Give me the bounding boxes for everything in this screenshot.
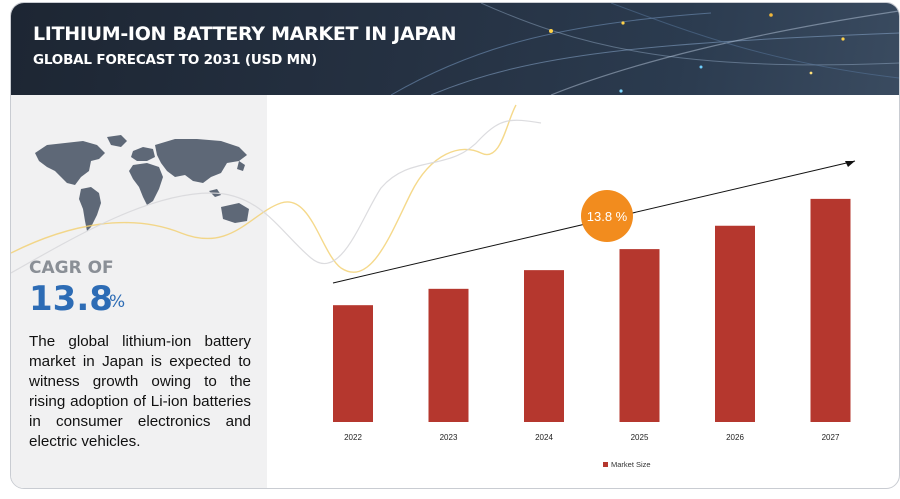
bar-2025	[619, 249, 660, 422]
legend-swatch	[603, 462, 608, 467]
trend-arrowhead-icon	[845, 161, 855, 167]
cagr-badge	[581, 190, 633, 242]
cagr-badge-label: 13.8 %	[587, 209, 628, 224]
x-tick-label: 2023	[440, 433, 458, 442]
bar-2026	[715, 225, 755, 422]
bar-2022	[333, 305, 373, 422]
header-banner: LITHIUM-ION BATTERY MARKET IN JAPAN GLOB…	[11, 3, 899, 95]
page-title: LITHIUM-ION BATTERY MARKET IN JAPAN	[33, 23, 457, 45]
cagr-label: CAGR OF	[29, 258, 114, 278]
x-tick-label: 2025	[631, 433, 649, 442]
bar-2024	[524, 270, 564, 422]
market-description: The global lithium-ion battery market in…	[29, 333, 251, 450]
header-decoration	[390, 3, 899, 95]
bar-2023	[428, 288, 469, 422]
legend-label: Market Size	[611, 460, 651, 469]
x-tick-label: 2024	[535, 433, 553, 442]
world-map-icon	[35, 135, 249, 231]
infographic-card: LITHIUM-ION BATTERY MARKET IN JAPAN GLOB…	[10, 2, 900, 489]
page-subtitle: GLOBAL FORECAST TO 2031 (USD MN)	[33, 52, 317, 68]
x-tick-label: 2027	[822, 433, 840, 442]
x-tick-label: 2026	[726, 433, 744, 442]
cagr-unit: %	[109, 292, 126, 312]
bar-chart: 2022 2023 2024 2025 2026 2027 13.8 % Market S…	[332, 160, 856, 469]
bar-2027	[810, 198, 851, 422]
cagr-value: 13.8	[29, 279, 113, 319]
summary-panel: CAGR OF 13.8 % The global lithium-ion ba…	[11, 95, 267, 488]
x-tick-label: 2022	[344, 433, 362, 442]
